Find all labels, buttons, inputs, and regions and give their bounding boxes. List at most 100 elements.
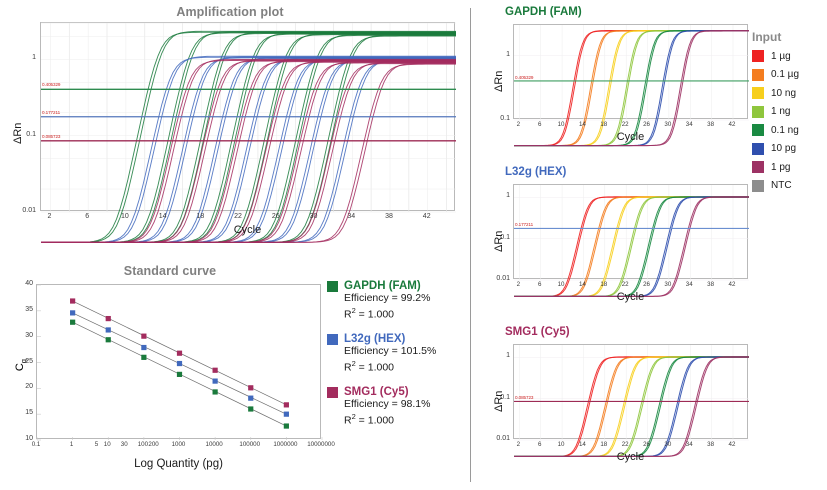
target-xtick: 2	[516, 281, 521, 288]
standard-curve-area	[36, 284, 323, 441]
legend-header: SMG1 (Cy5)	[327, 386, 467, 398]
amplification-curves	[41, 22, 456, 243]
target-panel-ylabel: ΔRn	[493, 390, 505, 412]
target-xtick: 22	[621, 441, 629, 448]
standard-curve-title: Standard curve	[123, 264, 217, 278]
target-xtick: 30	[664, 121, 672, 128]
standard-curve-ytick: 25	[25, 357, 33, 365]
standard-curve-xlabel: Log Quantity (pg)	[134, 458, 223, 470]
standard-curve-legend: GAPDH (FAM) Efficiency = 99.2% R2 = 1.000 L…	[327, 280, 467, 440]
legend-color-swatch	[327, 333, 338, 345]
legend-efficiency: Efficiency = 99.2%	[344, 292, 431, 304]
threshold-value-label: 0.405329	[42, 82, 61, 88]
input-legend-item: 0.1 µg	[752, 68, 824, 81]
input-color-swatch	[752, 87, 764, 99]
target-ytick: 1	[506, 50, 510, 58]
amplification-xtick: 10	[120, 213, 129, 220]
legend-color-swatch	[327, 386, 338, 398]
amplification-ytick: 0.1	[26, 130, 36, 138]
target-plot-area	[513, 184, 749, 297]
input-color-swatch	[752, 105, 764, 118]
target-xtick: 26	[643, 121, 650, 128]
target-panel-ylabel: ΔRn	[493, 230, 505, 252]
input-legend-label: 0.1 ng	[771, 124, 799, 136]
amplification-ytick: 1	[32, 54, 36, 62]
target-xtick: 6	[537, 121, 542, 128]
amplification-plot-area	[40, 22, 456, 243]
amplification-xtick: 42	[422, 213, 431, 220]
standard-curve-xtick: 10	[103, 441, 111, 448]
input-legend-rows: 1 µg 0.1 µg 10 ng 1 ng 0.1 ng 10 pg 1 pg NTC	[752, 50, 824, 192]
input-legend-item: 1 µg	[752, 50, 824, 62]
threshold-value-label: 0.085723	[42, 133, 61, 139]
target-xtick: 18	[600, 441, 608, 448]
input-legend-label: NTC	[771, 180, 792, 191]
amplification-ytick: 0.01	[22, 207, 36, 214]
target-panel-title: SMG1 (Cy5)	[505, 326, 570, 338]
legend-r-squared: R2 = 1.000	[344, 305, 395, 321]
legend-header: L32g (HEX)	[327, 333, 467, 345]
input-legend-item: 10 pg	[752, 142, 824, 155]
target-xtick: 42	[728, 441, 736, 448]
input-color-swatch	[752, 179, 764, 192]
target-xtick: 42	[728, 281, 736, 288]
target-xtick: 30	[664, 281, 672, 288]
amplification-xtick: 6	[85, 213, 90, 220]
target-panel-title: L32g (HEX)	[505, 166, 567, 178]
target-ytick: 0.1	[500, 233, 510, 241]
amplification-xtick: 2	[47, 213, 52, 220]
amplification-xtick: 30	[309, 213, 318, 220]
input-color-swatch	[752, 161, 764, 173]
standard-curve-panel: Standard curve Cq 40 35 30 25 20 15 10 0.1 1 5 10…	[0, 258, 470, 490]
target-xtick: 34	[685, 441, 693, 448]
amplification-plot-panel: Amplification plot ΔRn 1 0.1 0.01 2 6 10 14 18…	[0, 0, 470, 250]
target-xtick: 38	[707, 121, 715, 128]
target-xtick: 26	[643, 441, 650, 448]
input-legend-label: 10 ng	[771, 87, 797, 99]
legend-target-name: GAPDH (FAM)	[344, 280, 421, 292]
input-legend-label: 1 µg	[771, 50, 791, 62]
target-plot-area	[513, 24, 749, 147]
input-legend-title: Input	[752, 30, 782, 44]
standard-curve-xtick: 1000000	[273, 441, 298, 448]
standard-curve-ytick: 15	[25, 409, 33, 417]
target-panel-smg1-cy5: SMG1 (Cy5) ΔRn 0.085723 1 0.1 0.01 2 6 10 14 18 22 2…	[487, 326, 752, 484]
input-legend-label: 10 pg	[771, 143, 797, 154]
target-xtick: 14	[578, 121, 586, 128]
input-legend-item: 1 ng	[752, 105, 824, 118]
target-ytick: 0.01	[496, 435, 510, 442]
target-xtick: 30	[664, 441, 672, 448]
legend-efficiency: Efficiency = 101.5%	[344, 345, 437, 358]
standard-curve-ytick: 20	[25, 383, 33, 391]
input-legend-label: 1 ng	[771, 106, 791, 117]
amplification-plot-xlabel: Cycle	[233, 224, 262, 236]
standard-curve-ytick: 40	[25, 280, 33, 287]
amplification-xtick: 34	[347, 213, 356, 220]
target-panel-gapdh-fam: GAPDH (FAM) ΔRn 0.405329 1 0.1 2 6 10 14 18 22 26 30…	[487, 6, 752, 164]
target-curves	[514, 185, 749, 297]
input-legend-label: 1 pg	[771, 161, 791, 173]
standard-curve-xtick: 1000	[171, 441, 186, 448]
legend-header: GAPDH (FAM)	[327, 280, 467, 292]
standard-curve-xtick: 30	[120, 441, 128, 448]
target-xtick: 38	[707, 441, 715, 448]
target-ytick: 0.01	[496, 275, 510, 282]
input-legend-item: 10 ng	[752, 87, 824, 99]
target-xtick: 18	[600, 121, 608, 128]
standard-curve-xtick: 100	[137, 441, 149, 448]
target-xtick: 22	[621, 121, 629, 128]
target-ytick: 0.1	[500, 115, 510, 122]
standard-curve-ylabel: Cq	[13, 359, 29, 372]
standard-curve-xtick: 5	[94, 441, 99, 448]
legend-color-swatch	[327, 280, 338, 292]
target-panel-xlabel: Cycle	[616, 131, 645, 143]
target-xtick: 14	[578, 441, 586, 448]
target-xtick: 18	[600, 281, 608, 288]
legend-r-squared: R2 = 1.000	[344, 359, 395, 374]
legend-efficiency: Efficiency = 98.1%	[344, 398, 431, 411]
standard-curve-xtick: 100000	[239, 441, 261, 448]
target-xtick: 14	[578, 281, 586, 288]
target-xtick: 2	[516, 121, 521, 128]
target-ytick: 1	[506, 352, 510, 360]
target-panel-xlabel: Cycle	[616, 291, 645, 303]
